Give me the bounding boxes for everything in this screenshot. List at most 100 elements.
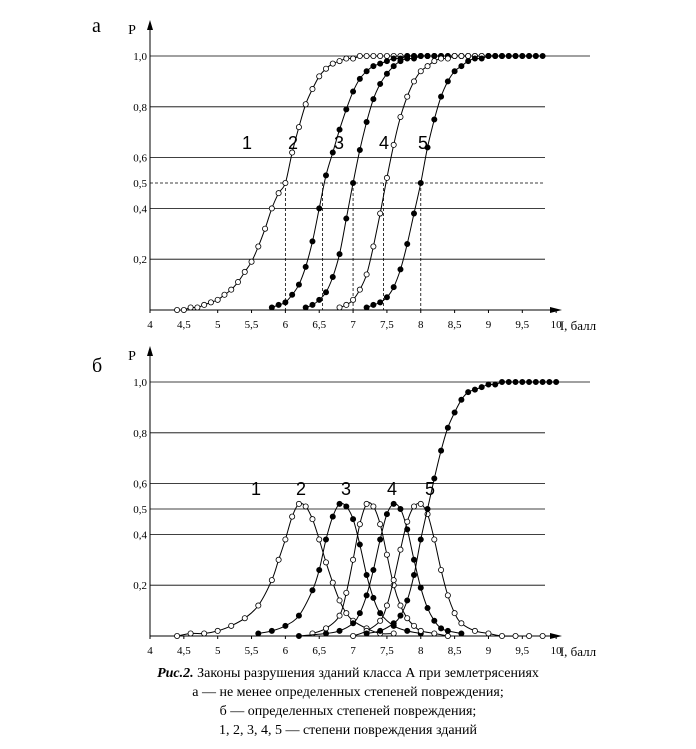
panel-2-series-point-4b xyxy=(397,546,404,553)
panel-1-series-point-1 xyxy=(309,86,316,93)
panel-2-series-point-1 xyxy=(201,630,208,637)
panel-1-x-tick-label: 6,5 xyxy=(312,319,326,331)
panel-2-y-tick-label: 0,4 xyxy=(133,529,147,541)
panel-1-series-point-1 xyxy=(282,179,289,186)
panel-1-series-point-4 xyxy=(458,53,465,60)
panel-1-y-tick-label: 1,0 xyxy=(133,51,147,63)
panel-2-series-point-2 xyxy=(255,630,262,637)
panel-2-x-tick-label: 5 xyxy=(215,645,221,657)
panel-2-series-point-4b xyxy=(417,500,424,507)
panel-1-x-tick-label: 7 xyxy=(350,319,356,331)
figure-canvas: а 0,2 0,4 0,5 0,6 0,8 1,0 P I, балл 4 4,5 5 5,5 6 6,5 7… xyxy=(92,15,597,659)
panel-2-series-point-3 xyxy=(397,602,404,609)
caption-line-b: б — определенных степеней повреждения; xyxy=(219,704,477,719)
panel-2-series-point-1 xyxy=(187,630,194,637)
panel-2-series-point-3 xyxy=(377,521,384,528)
panel-1-x-tick-label: 8 xyxy=(418,319,424,331)
panel-2-series-point-2 xyxy=(377,610,384,617)
panel-1-series-point-1 xyxy=(201,301,208,308)
panel-2-series-point-4 xyxy=(458,630,465,637)
panel-2-y-tick-label: 0,2 xyxy=(133,580,147,592)
panel-2-series-point-5 xyxy=(505,378,512,385)
panel-1-series-point-1 xyxy=(194,304,201,311)
panel-2-series-point-2 xyxy=(350,516,357,523)
panel-1-series-point-4 xyxy=(444,55,451,62)
panel-1-x-tick-label: 4 xyxy=(147,319,153,331)
panel-1-series-point-1 xyxy=(228,286,235,293)
panel-2-y-axis-arrow xyxy=(147,346,153,356)
panel-2-series-label: 1 xyxy=(251,479,261,499)
panel-2-series-point-4b xyxy=(526,633,533,640)
panel-1-series-point-3 xyxy=(370,96,377,103)
panel-1-y-tick-label: 0,6 xyxy=(133,153,147,165)
panel-1-series-point-5 xyxy=(451,68,458,75)
panel-2-series-point-3 xyxy=(417,627,424,634)
panel-2-series-point-4b xyxy=(458,620,465,627)
panel-2-series-point-5 xyxy=(390,620,397,627)
panel-2-series-point-5 xyxy=(539,378,546,385)
panel-1-series-point-1 xyxy=(268,205,275,212)
panel-2-series-point-5 xyxy=(546,378,553,385)
panel-1-series-point-1 xyxy=(363,53,370,60)
panel-1-series-point-5 xyxy=(505,53,512,60)
panel-2-y-tick-label: 0,5 xyxy=(133,504,147,516)
panel-1-series-point-4 xyxy=(363,271,370,278)
panel-1-series-point-3 xyxy=(390,63,397,70)
panel-2-y-tick-label: 0,6 xyxy=(133,479,147,491)
panel-2-series-point-1 xyxy=(295,500,302,507)
panel-2-series-point-4 xyxy=(438,625,445,632)
panel-2-series-label: 4 xyxy=(387,479,397,499)
panel-1-series-point-1 xyxy=(377,53,384,60)
panel-2-series-point-2 xyxy=(404,627,411,634)
panel-2-series-point-3 xyxy=(410,622,417,629)
panel-2-series-point-2 xyxy=(322,536,329,543)
panel-1-x-tick-label: 5 xyxy=(215,319,221,331)
panel-2-series-point-1 xyxy=(268,577,275,584)
panel-1-series-point-3 xyxy=(356,146,363,153)
panel-2-series-point-5 xyxy=(377,627,384,634)
panel-1-series-point-4 xyxy=(336,304,343,311)
panel-1-series-label: 3 xyxy=(334,133,344,153)
panel-1-series-point-2 xyxy=(316,205,323,212)
panel-2-series-point-1 xyxy=(174,633,181,640)
panel-1-series-point-1 xyxy=(214,296,221,303)
panel-1-series-point-2 xyxy=(356,75,363,82)
panel-1-series-point-5 xyxy=(390,284,397,291)
panel-2-x-axis-label: I, балл xyxy=(560,644,597,659)
panel-1-series-point-5 xyxy=(519,53,526,60)
panel-1-series-label: 5 xyxy=(418,133,428,153)
panel-1-series-point-1 xyxy=(255,243,262,250)
panel-1-series-point-2 xyxy=(329,149,336,156)
panel-1-series-point-2 xyxy=(336,126,343,133)
panel-1-series-point-5 xyxy=(417,179,424,186)
panel-1-series-point-1 xyxy=(248,258,255,265)
panel-1-series-point-5 xyxy=(485,53,492,60)
panel-1-series-line-4 xyxy=(339,55,536,308)
panel-1-series-point-5 xyxy=(471,55,478,62)
panel-2-series-point-5 xyxy=(451,409,458,416)
panel-2-series-point-4 xyxy=(363,592,370,599)
caption-line-a: а — не менее определенных степеней повре… xyxy=(192,685,504,700)
panel-1-series-point-1 xyxy=(295,124,302,131)
panel-1-x-tick-label: 8,5 xyxy=(448,319,462,331)
panel-1-y-tick-label: 0,4 xyxy=(133,203,147,215)
panel-1-series-point-5 xyxy=(410,210,417,217)
panel-2-series-point-4 xyxy=(410,556,417,563)
panel-1-series-point-4 xyxy=(383,174,390,181)
panel-2-series-point-4 xyxy=(390,500,397,507)
panel-1-series-point-1 xyxy=(350,55,357,62)
panel-1-x-tick-label: 10 xyxy=(551,319,563,331)
panel-2-series-point-1 xyxy=(241,615,248,622)
panel-2-series-point-2 xyxy=(316,566,323,573)
panel-1-series-point-2 xyxy=(282,299,289,306)
panel-2-series-point-1 xyxy=(309,516,316,523)
panel-2-x-tick-label: 4 xyxy=(147,645,153,657)
panel-1-series-point-4 xyxy=(431,58,438,65)
panel-2-x-tick-label: 8 xyxy=(418,645,424,657)
panel-2-series-point-5 xyxy=(492,381,499,388)
panel-2-series-point-4 xyxy=(383,511,390,518)
panel-1-series-point-2 xyxy=(377,60,384,67)
panel-2-series-point-4 xyxy=(356,610,363,617)
panel-1-series-point-4 xyxy=(370,243,377,250)
panel-1-series-point-4 xyxy=(350,296,357,303)
